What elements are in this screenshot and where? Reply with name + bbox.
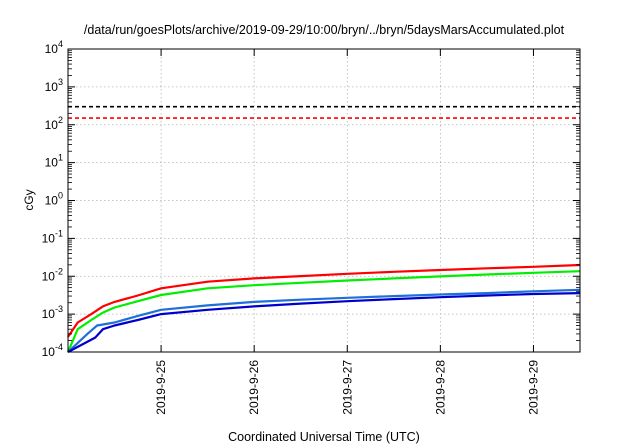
y-axis-label: cGy — [22, 189, 36, 210]
x-tick-label: 2019-9-28 — [433, 360, 447, 415]
y-tick-label: 100 — [45, 191, 63, 208]
chart-title: /data/run/goesPlots/archive/2019-09-29/1… — [84, 23, 565, 37]
grid-lines — [68, 49, 580, 352]
y-tick-label: 10-3 — [42, 304, 63, 321]
y-tick-label: 10-4 — [42, 342, 63, 359]
y-tick-label: 104 — [45, 39, 63, 56]
x-tick-label: 2019-9-26 — [247, 360, 261, 415]
x-tick-label: 2019-9-25 — [154, 360, 168, 415]
series-line-4 — [66, 270, 581, 353]
series-group — [66, 105, 581, 353]
series-line-6 — [67, 292, 581, 353]
series-line-5 — [67, 288, 581, 353]
y-tick-label: 10-2 — [42, 266, 63, 283]
y-tick-label: 103 — [45, 77, 63, 94]
x-axis-ticks: 2019-9-25 2019-9-26 2019-9-27 2019-9-28 2019… — [154, 49, 540, 415]
y-tick-label: 10-1 — [42, 228, 63, 245]
series-line-3 — [67, 263, 581, 338]
y-axis-ticks: 10-4 10-3 10-2 10-1 100 101 102 103 104 — [42, 39, 580, 359]
x-tick-label: 2019-9-27 — [340, 360, 354, 415]
y-tick-label: 102 — [45, 115, 63, 132]
x-axis-label: Coordinated Universal Time (UTC) — [228, 430, 420, 444]
y-tick-label: 101 — [45, 153, 63, 170]
x-tick-label: 2019-9-29 — [526, 360, 540, 415]
